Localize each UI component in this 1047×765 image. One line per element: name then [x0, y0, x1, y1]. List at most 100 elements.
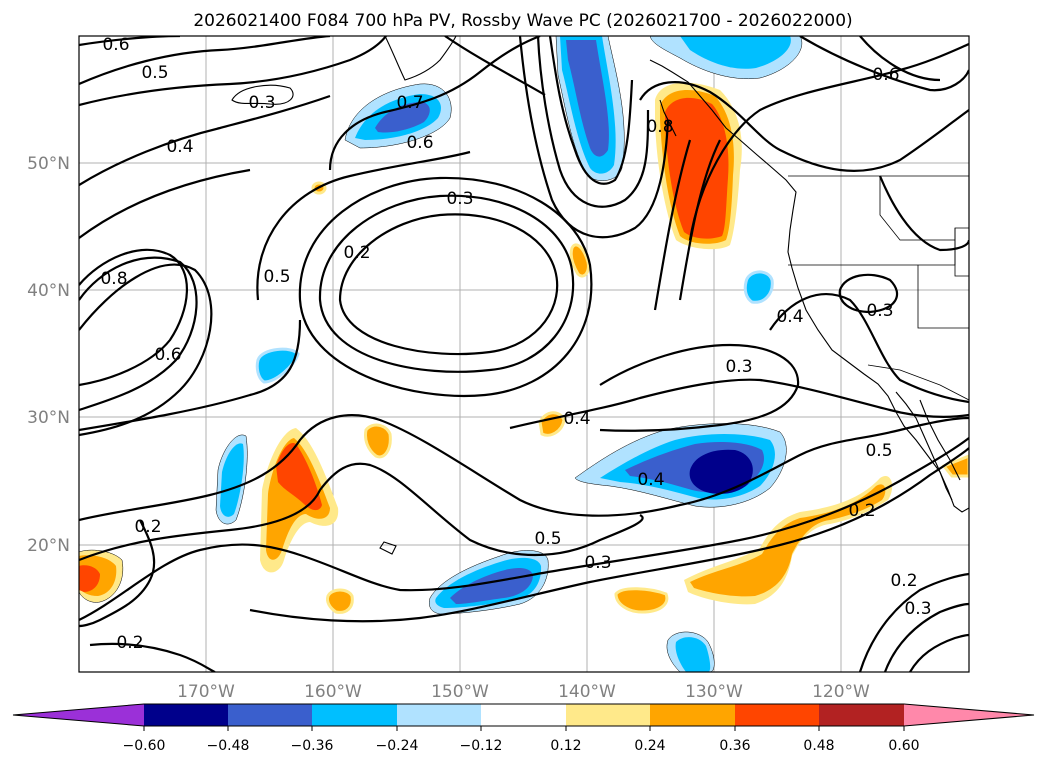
map-frame [78, 35, 970, 673]
colorbar: −0.60 −0.48 −0.36 −0.24 −0.12 0.12 0.24 … [12, 703, 1035, 754]
contour-label: 0.6 [154, 345, 181, 365]
contour-05-top [79, 36, 331, 86]
anomaly-neg-west-mid [220, 443, 244, 517]
contour-06-ridge [688, 42, 969, 241]
contour-03-mid [599, 343, 800, 432]
contour-04-trough [536, 36, 650, 208]
colorbar-bin [566, 704, 650, 726]
contour-labels: 0.6 0.5 0.3 0.4 0.7 0.6 0.3 0.2 0.5 0.8 … [100, 35, 931, 653]
contour-08-ridge [639, 81, 969, 172]
lon-label: 150°W [431, 682, 489, 702]
colorbar-bin [228, 704, 312, 726]
contour-label: 0.3 [866, 301, 893, 321]
contour-08-west [79, 248, 189, 387]
colorbar-bin [397, 704, 481, 726]
border-state-3 [879, 176, 955, 241]
contour-label: 0.3 [248, 93, 275, 113]
anomaly-pos-west-core [276, 442, 322, 511]
contour-label: 0.7 [396, 93, 423, 113]
contour-05-ridge [678, 139, 721, 301]
colorbar-bin [144, 704, 228, 726]
border-state-4 [954, 228, 969, 277]
contour-label: 0.5 [534, 529, 561, 549]
contour-05-band [79, 462, 644, 562]
anomaly-neg-small-1 [743, 270, 774, 304]
contour-05-low-w [256, 150, 471, 301]
map-panel: 0.6 0.5 0.3 0.4 0.7 0.6 0.3 0.2 0.5 0.8 … [78, 35, 970, 673]
contour-04-low [298, 176, 593, 397]
contour-06-mid [328, 36, 541, 171]
contour-02-low [338, 213, 559, 356]
colorbar-label: −0.36 [291, 738, 334, 754]
contour-02-west [79, 519, 156, 628]
contour-label: 0.3 [584, 553, 611, 573]
colorbar-label: −0.12 [460, 738, 503, 754]
contour-05-west [79, 319, 302, 432]
colorbar-ticks [143, 726, 905, 731]
anomaly-neg-top-right-mid [680, 36, 791, 69]
anomaly-neg-bottom-mid [675, 637, 711, 672]
anomaly-neg-gulf-alaska-core [375, 102, 430, 133]
lat-label: 20°N [27, 536, 70, 556]
contour-04-ridge [653, 139, 692, 311]
contour-07 [444, 36, 546, 96]
contour-label: 0.8 [100, 269, 127, 289]
contour-label: 0.6 [872, 65, 899, 85]
colorbar-label: −0.24 [376, 738, 419, 754]
contour-label: 0.8 [646, 117, 673, 137]
colorbar-label: 0.36 [719, 738, 750, 754]
colorbar-bin [735, 704, 819, 726]
colorbar-bin [312, 704, 397, 726]
colorbar-tick-labels: −0.60 −0.48 −0.36 −0.24 −0.12 0.12 0.24 … [123, 738, 920, 754]
colorbar-bin [650, 704, 735, 726]
contour-label: 0.4 [637, 470, 664, 490]
colorbar-label: 0.60 [888, 738, 919, 754]
anomaly-pos-small-5 [326, 588, 354, 614]
colorbar-label: −0.60 [123, 738, 166, 754]
contour-label: 0.4 [776, 307, 803, 327]
border-us-mexico [867, 364, 969, 401]
coast-gulf-california [919, 399, 961, 481]
contour-03-east [838, 273, 899, 314]
contour-03-se [883, 602, 969, 672]
colorbar-bin [481, 704, 566, 726]
contour-04-se [909, 633, 969, 672]
coast-na-west [649, 59, 969, 513]
contour-05-ne [859, 36, 941, 82]
contour-label: 0.2 [134, 517, 161, 537]
lat-tick-labels: 50°N 40°N 30°N 20°N [27, 154, 70, 556]
lat-label: 40°N [27, 281, 70, 301]
lon-label: 130°W [685, 682, 743, 702]
contour-07-west [79, 256, 198, 412]
contour-02-band [249, 447, 969, 623]
pv-anomaly-shading [79, 36, 969, 672]
contour-04-top [79, 36, 387, 107]
contour-label: 0.5 [263, 267, 290, 287]
colorbar-extend-low [13, 704, 144, 726]
coast-alaska-south [384, 36, 457, 81]
contour-label: 0.4 [563, 409, 590, 429]
anomaly-neg-central-core [689, 449, 753, 494]
lat-label: 50°N [27, 154, 70, 174]
lat-label: 30°N [27, 408, 70, 428]
anomaly-pos-pnw-core [665, 97, 729, 239]
contour-02-sw [89, 642, 216, 672]
contour-03-top [79, 94, 331, 186]
coastlines [231, 36, 969, 555]
contour-label: 0.5 [865, 441, 892, 461]
contour-label: 0.2 [343, 243, 370, 263]
contour-label: 0.6 [102, 35, 129, 55]
anomaly-pos-small-2 [569, 243, 590, 278]
pv-contours [79, 36, 969, 672]
contour-04-left [79, 168, 251, 239]
contour-label: 0.3 [446, 189, 473, 209]
contour-05-east [878, 175, 969, 252]
colorbar-bin [819, 704, 904, 726]
anomaly-pos-small-3 [364, 423, 392, 459]
lon-label: 170°W [177, 682, 235, 702]
contour-02-se [858, 572, 969, 672]
contour-label: 0.4 [166, 137, 193, 157]
lon-label: 120°W [812, 682, 870, 702]
lon-label: 140°W [558, 682, 616, 702]
